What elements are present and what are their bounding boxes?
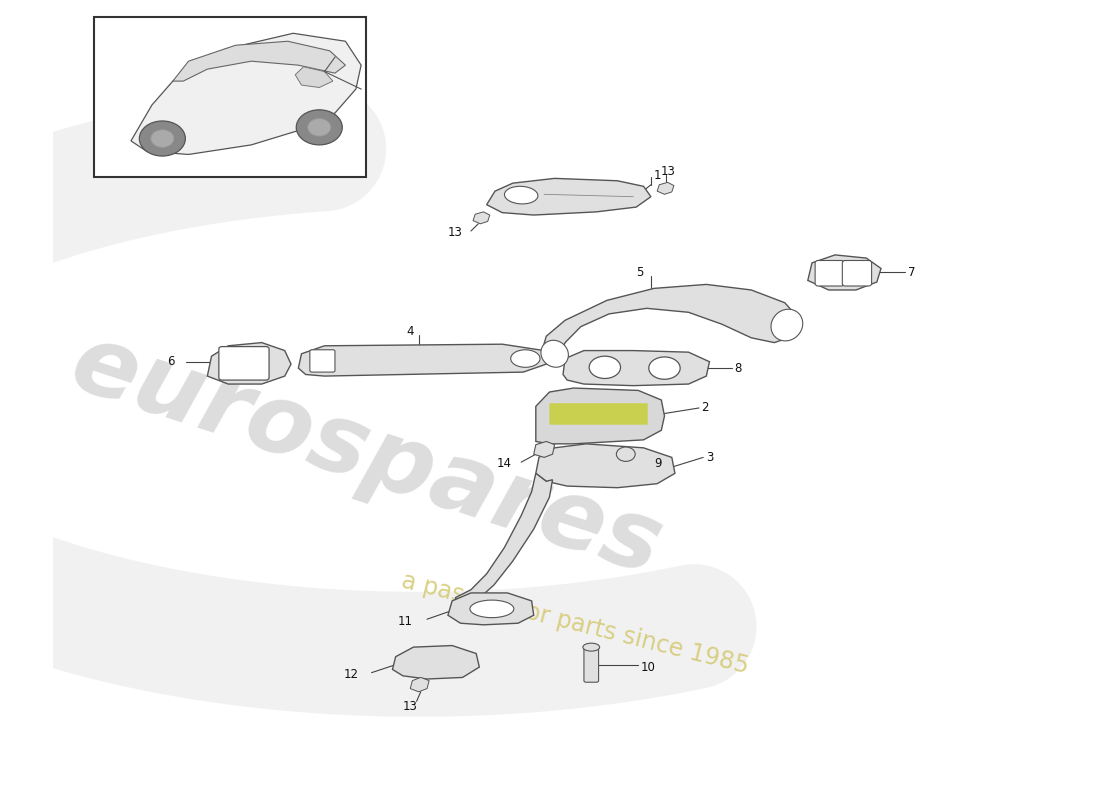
Circle shape [308, 118, 331, 136]
Polygon shape [563, 350, 710, 386]
FancyBboxPatch shape [219, 346, 270, 380]
Text: 7: 7 [909, 266, 915, 279]
Text: 14: 14 [497, 458, 513, 470]
FancyBboxPatch shape [584, 647, 598, 682]
Ellipse shape [771, 310, 803, 341]
Polygon shape [131, 34, 361, 154]
Polygon shape [542, 285, 801, 362]
Ellipse shape [590, 356, 620, 378]
Polygon shape [207, 342, 292, 384]
Polygon shape [536, 444, 675, 488]
Text: 13: 13 [448, 226, 463, 239]
Polygon shape [173, 42, 345, 81]
Ellipse shape [583, 643, 600, 651]
Polygon shape [410, 678, 429, 692]
Ellipse shape [649, 357, 680, 379]
Text: 11: 11 [398, 615, 412, 628]
Polygon shape [448, 593, 534, 625]
Polygon shape [534, 442, 554, 458]
Text: eurospares: eurospares [59, 317, 673, 595]
Text: 1: 1 [654, 169, 661, 182]
Circle shape [616, 447, 635, 462]
Polygon shape [536, 388, 664, 444]
FancyBboxPatch shape [95, 18, 366, 177]
Polygon shape [807, 255, 881, 290]
Polygon shape [298, 344, 547, 376]
FancyBboxPatch shape [843, 261, 871, 286]
Polygon shape [657, 182, 674, 194]
Polygon shape [473, 212, 490, 224]
Text: 5: 5 [636, 266, 644, 279]
Text: 13: 13 [660, 166, 675, 178]
Polygon shape [455, 474, 552, 606]
Polygon shape [393, 646, 480, 679]
FancyBboxPatch shape [310, 350, 336, 372]
FancyBboxPatch shape [815, 261, 845, 286]
Ellipse shape [505, 186, 538, 204]
Polygon shape [486, 178, 651, 215]
Text: 9: 9 [654, 458, 661, 470]
Text: 13: 13 [403, 701, 418, 714]
Text: 3: 3 [706, 451, 714, 464]
Circle shape [296, 110, 342, 145]
Text: 6: 6 [167, 355, 175, 368]
Text: 10: 10 [640, 661, 656, 674]
Text: 4: 4 [406, 325, 414, 338]
Text: 8: 8 [735, 362, 741, 374]
Ellipse shape [510, 350, 540, 367]
Polygon shape [295, 66, 333, 87]
FancyBboxPatch shape [549, 403, 648, 425]
Ellipse shape [541, 340, 569, 367]
Text: a passion for parts since 1985: a passion for parts since 1985 [399, 568, 751, 678]
Circle shape [140, 121, 186, 156]
Ellipse shape [470, 600, 514, 618]
Text: 12: 12 [343, 668, 359, 681]
Text: 2: 2 [701, 402, 708, 414]
Circle shape [151, 130, 174, 147]
